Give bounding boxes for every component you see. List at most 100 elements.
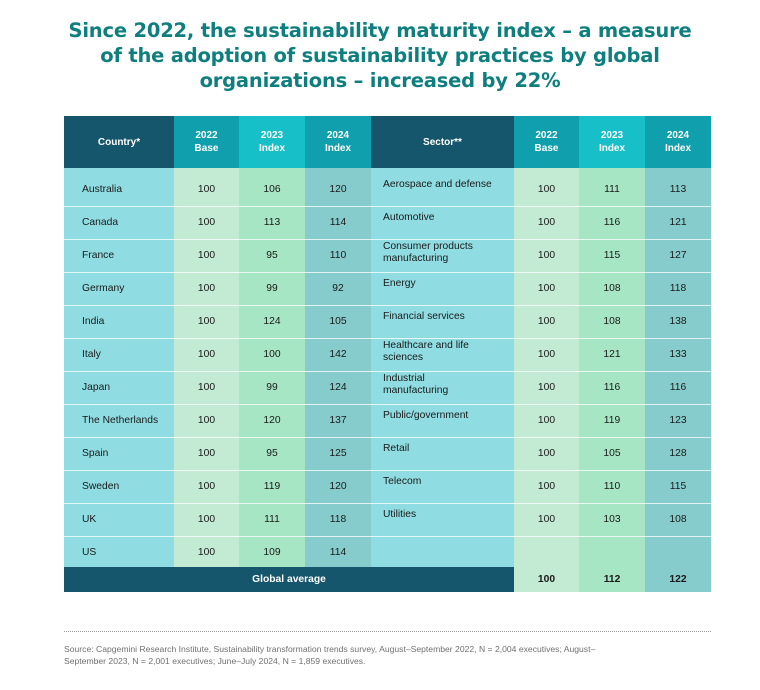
sector-name: Public/government bbox=[371, 404, 514, 437]
page-title: Since 2022, the sustainability maturity … bbox=[60, 18, 700, 93]
sector-value: 116 bbox=[669, 382, 687, 393]
row-separator bbox=[64, 338, 711, 339]
country-value: 109 bbox=[263, 547, 281, 558]
sector-value: 123 bbox=[669, 415, 687, 426]
sector-name: Industrial manufacturing bbox=[371, 371, 514, 404]
country-name-text: India bbox=[82, 316, 105, 327]
country-value: 100 bbox=[197, 217, 216, 228]
sector-name-line: Industrial bbox=[383, 372, 425, 384]
row-separator bbox=[64, 437, 711, 438]
sector-v2023: 108 bbox=[579, 305, 645, 338]
header-gap bbox=[174, 168, 239, 173]
country-value: 95 bbox=[266, 250, 278, 261]
sector-name bbox=[371, 536, 514, 569]
country-name-text: US bbox=[82, 547, 97, 558]
country-v2024: 120 bbox=[305, 173, 371, 206]
country-name-text: Spain bbox=[82, 448, 109, 459]
sector-v2023: 110 bbox=[579, 470, 645, 503]
row-separator bbox=[64, 371, 711, 372]
sector-name-text: Public/government bbox=[383, 410, 468, 422]
sector-value: 100 bbox=[537, 184, 556, 195]
sector-v2022: 100 bbox=[514, 173, 579, 206]
header-line: 2024 bbox=[326, 130, 350, 141]
country-v2022: 100 bbox=[174, 371, 239, 404]
sector-name-text: Utilities bbox=[383, 509, 416, 521]
header-label: Country* bbox=[98, 136, 140, 149]
header-gap bbox=[371, 168, 514, 173]
global-average-value: 112 bbox=[603, 574, 621, 585]
sector-name: Healthcare and life sciences bbox=[371, 338, 514, 371]
country-v2022: 100 bbox=[174, 404, 239, 437]
sector-name-line: Financial services bbox=[383, 311, 465, 322]
country-value: 100 bbox=[197, 514, 216, 525]
sector-value: 116 bbox=[603, 382, 621, 393]
header-line: 2023 bbox=[260, 130, 284, 141]
sector-value: 133 bbox=[669, 349, 687, 360]
sector-value: 100 bbox=[537, 349, 556, 360]
country-name: Italy bbox=[64, 338, 174, 371]
country-v2023: 124 bbox=[239, 305, 305, 338]
global-average-v2023: 112 bbox=[579, 567, 645, 592]
country-v2022: 100 bbox=[174, 206, 239, 239]
country-value: 110 bbox=[329, 250, 347, 261]
sector-value: 100 bbox=[537, 481, 556, 492]
country-v2023: 109 bbox=[239, 536, 305, 569]
country-name-text: Australia bbox=[82, 184, 123, 195]
row-separator bbox=[64, 305, 711, 306]
country-v2022: 100 bbox=[174, 239, 239, 272]
sector-name: Utilities bbox=[371, 503, 514, 536]
country-v2022: 100 bbox=[174, 338, 239, 371]
header-s2023: 2023 Index bbox=[579, 116, 645, 168]
sector-v2023: 121 bbox=[579, 338, 645, 371]
title-line-2: of the adoption of sustainability practi… bbox=[100, 44, 660, 67]
sector-v2022: 100 bbox=[514, 338, 579, 371]
country-name-text: Canada bbox=[82, 217, 119, 228]
country-name: UK bbox=[64, 503, 174, 536]
header-gap bbox=[514, 168, 579, 173]
country-v2024: 120 bbox=[305, 470, 371, 503]
country-v2024: 125 bbox=[305, 437, 371, 470]
country-value: 100 bbox=[197, 184, 216, 195]
header-line: 2024 bbox=[666, 130, 690, 141]
country-value: 113 bbox=[263, 217, 281, 228]
header-line: 2022 bbox=[535, 130, 558, 141]
country-v2024: 110 bbox=[305, 239, 371, 272]
country-value: 137 bbox=[329, 415, 347, 426]
sector-value: 108 bbox=[669, 514, 687, 525]
sector-value: 110 bbox=[603, 481, 621, 492]
country-value: 120 bbox=[263, 415, 281, 426]
sector-value: 121 bbox=[603, 349, 621, 360]
sector-v2024: 115 bbox=[645, 470, 711, 503]
country-v2022: 100 bbox=[174, 470, 239, 503]
sector-value: 111 bbox=[604, 184, 620, 195]
sector-v2023 bbox=[579, 536, 645, 569]
sector-v2023: 103 bbox=[579, 503, 645, 536]
row-separator bbox=[64, 272, 711, 273]
country-v2024: 142 bbox=[305, 338, 371, 371]
country-value: 124 bbox=[263, 316, 281, 327]
country-value: 120 bbox=[329, 481, 347, 492]
sector-v2022: 100 bbox=[514, 470, 579, 503]
sector-v2024 bbox=[645, 536, 711, 569]
country-v2023: 99 bbox=[239, 272, 305, 305]
sector-v2024: 128 bbox=[645, 437, 711, 470]
global-average-text: Global average bbox=[252, 574, 326, 585]
row-separator bbox=[64, 239, 711, 240]
sector-v2023: 116 bbox=[579, 371, 645, 404]
country-value: 100 bbox=[197, 415, 216, 426]
header-line: Index bbox=[598, 143, 626, 154]
sector-value: 113 bbox=[669, 184, 687, 195]
sector-name-text: Energy bbox=[383, 278, 416, 290]
country-v2024: 114 bbox=[305, 206, 371, 239]
country-v2023: 95 bbox=[239, 437, 305, 470]
country-value: 106 bbox=[263, 184, 281, 195]
global-average-v2022: 100 bbox=[514, 567, 579, 592]
country-v2022: 100 bbox=[174, 272, 239, 305]
sector-v2022: 100 bbox=[514, 206, 579, 239]
sector-value: 100 bbox=[537, 283, 556, 294]
country-name-text: Germany bbox=[82, 283, 125, 294]
sector-v2024: 133 bbox=[645, 338, 711, 371]
sector-v2023: 119 bbox=[579, 404, 645, 437]
country-value: 100 bbox=[197, 250, 216, 261]
sector-v2023: 108 bbox=[579, 272, 645, 305]
